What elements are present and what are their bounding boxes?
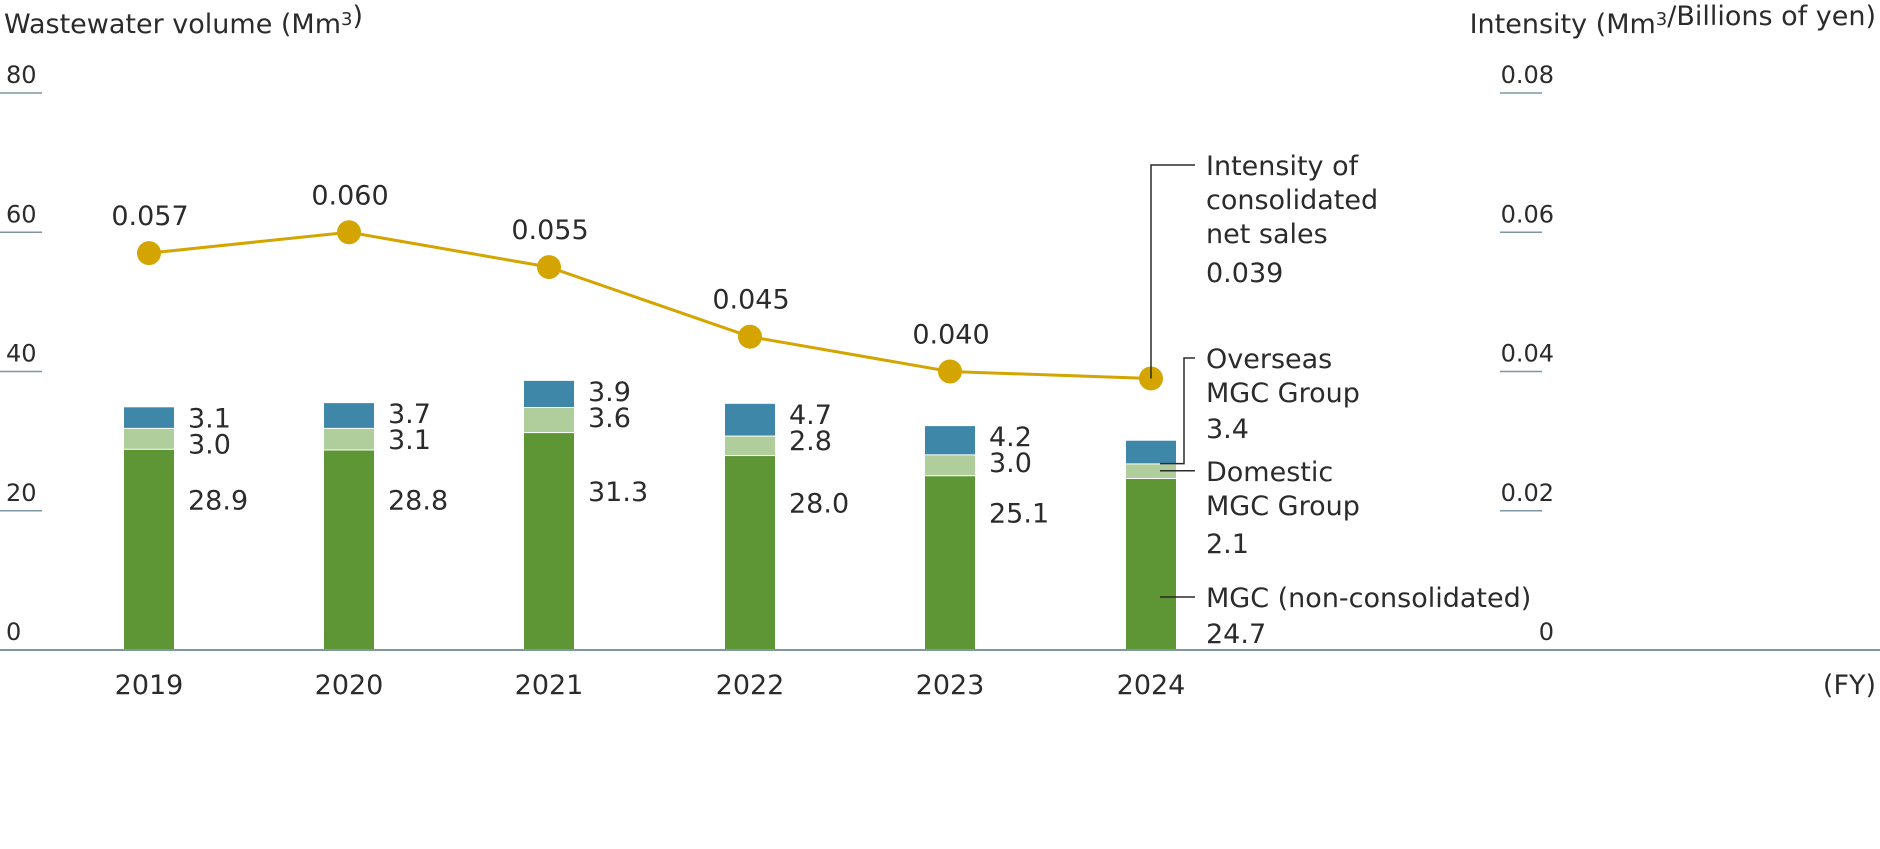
data-label-overseas: 3.1: [188, 403, 231, 434]
data-label-mgc: 28.8: [388, 486, 448, 517]
legend-overseas: Overseas: [1206, 344, 1332, 375]
x-tick-label: 2019: [115, 670, 184, 701]
bar-segment: [925, 476, 975, 650]
data-label-mgc: 28.9: [188, 485, 248, 516]
x-tick-label: 2021: [515, 670, 584, 701]
legend-intensity: consolidated: [1206, 185, 1378, 216]
bar-segment: [725, 456, 775, 650]
bar-segment: [124, 449, 174, 650]
legend-overseas-value: 3.4: [1206, 414, 1249, 445]
intensity-label: 0.045: [712, 285, 789, 316]
bar-segment: [725, 403, 775, 436]
intensity-label: 0.060: [311, 180, 388, 211]
legend-mgc-value: 24.7: [1206, 619, 1266, 650]
legend-mgc: MGC (non-consolidated): [1206, 583, 1531, 614]
right-tick-label: 0.06: [1501, 200, 1554, 228]
data-label-overseas: 4.2: [989, 422, 1032, 453]
legend-intensity-value: 0.039: [1206, 258, 1283, 289]
right-tick-label: 0.02: [1501, 479, 1554, 507]
data-label-domestic: 3.6: [588, 403, 631, 434]
bar-segment: [1126, 464, 1176, 479]
left-tick-label: 20: [6, 479, 37, 507]
bar-segment: [524, 433, 574, 650]
bar-segment: [524, 380, 574, 408]
left-tick-label: 0: [6, 618, 21, 646]
left-tick-label: 60: [6, 200, 37, 228]
x-unit-label: (FY): [1823, 670, 1876, 701]
leader-intensity: [1150, 164, 1195, 379]
legend-domestic: MGC Group: [1206, 491, 1360, 522]
intensity-point: [137, 241, 161, 266]
data-label-domestic: 3.0: [188, 429, 231, 460]
x-tick-label: 2020: [315, 670, 384, 701]
intensity-point: [738, 324, 762, 349]
intensity-line: [148, 230, 1152, 380]
right-tick-label: 0.04: [1501, 340, 1554, 368]
legend-domestic-value: 2.1: [1206, 529, 1249, 560]
bar-segment: [1126, 479, 1176, 650]
data-label-mgc: 25.1: [989, 499, 1049, 530]
intensity-point: [938, 359, 962, 384]
data-label-overseas: 3.7: [388, 399, 431, 430]
legend-overseas: MGC Group: [1206, 378, 1360, 409]
leader-overseas: [1160, 357, 1195, 465]
legend-intensity: net sales: [1206, 219, 1328, 250]
intensity-point: [337, 220, 361, 245]
right-tick-label: 0: [1539, 618, 1554, 646]
left-axis-title: Wastewater volume (Mm3): [4, 1, 363, 40]
bar-segment: [124, 407, 174, 428]
intensity-point: [537, 255, 561, 280]
intensity-label: 0.040: [912, 320, 989, 351]
data-label-domestic: 3.1: [388, 425, 431, 456]
bar-segment: [925, 455, 975, 476]
intensity-label: 0.055: [511, 215, 588, 246]
x-tick-label: 2022: [716, 670, 785, 701]
legend-domestic: Domestic: [1206, 457, 1333, 488]
x-tick-label: 2024: [1117, 670, 1186, 701]
bar-segment: [124, 428, 174, 449]
bar-segment: [324, 428, 374, 450]
data-label-overseas: 4.7: [789, 400, 832, 431]
x-tick-label: 2023: [916, 670, 985, 701]
right-axis-title: Intensity (Mm3/Billions of yen): [1470, 1, 1876, 40]
data-label-mgc: 31.3: [588, 477, 648, 508]
bar-segment: [524, 408, 574, 433]
bar-segment: [925, 426, 975, 455]
legend-intensity: Intensity of: [1206, 151, 1360, 182]
right-tick-label: 0.08: [1501, 61, 1554, 89]
bar-segment: [324, 450, 374, 650]
data-label-mgc: 28.0: [789, 489, 849, 520]
data-label-domestic: 2.8: [789, 426, 832, 457]
left-tick-label: 80: [6, 61, 37, 89]
data-label-domestic: 3.0: [989, 448, 1032, 479]
intensity-label: 0.057: [111, 201, 188, 232]
bar-segment: [725, 436, 775, 456]
data-label-overseas: 3.9: [588, 377, 631, 408]
left-tick-label: 40: [6, 340, 37, 368]
bar-segment: [324, 403, 374, 428]
bar-segment: [1126, 440, 1176, 464]
